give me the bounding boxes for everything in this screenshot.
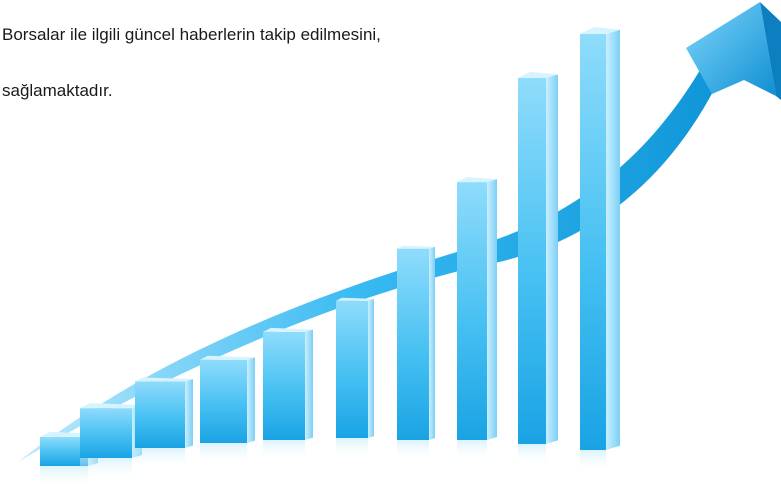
arrow-ribbon [18,70,716,462]
bar-reflection [40,466,88,488]
bar-side [606,29,620,451]
bar-top [135,377,193,382]
bar-side [429,246,435,440]
bar-front [457,182,487,440]
bar-reflection [457,440,487,462]
caption-line-2: sağlamaktadır. [2,81,113,100]
bar-group [40,27,620,488]
bar-top [518,71,558,78]
bar-reflection [80,458,132,480]
bar-side [487,179,497,440]
bar-top [263,327,313,332]
bar-reflection [263,440,305,462]
bar-front [135,381,185,448]
bar-side [368,298,374,438]
bar-front [518,77,546,445]
bar-front [40,436,88,466]
bar-side [247,357,255,443]
bar-reflection [518,444,546,466]
bar-reflection [580,450,606,472]
bar-top [397,245,435,249]
bar-reflection [200,443,247,465]
bar-front [580,34,606,450]
bar-side [305,329,313,440]
bar-front [80,408,132,458]
arrow-head-icon [686,2,776,96]
bar-reflection [336,438,368,460]
bar-top [80,403,142,409]
bar-side [185,379,193,448]
bar-reflection [135,448,185,470]
bar-reflection [397,440,429,462]
bar-top [457,177,497,183]
bar-front [336,300,368,438]
bar-top [580,27,620,34]
bar-front [200,359,247,443]
bar-side [546,74,558,444]
bar-top [200,355,255,360]
bar-front [397,248,429,440]
caption-line-1: Borsalar ile ilgili güncel haberlerin ta… [2,25,381,44]
bar-front [263,331,305,440]
bar-top [336,297,374,301]
